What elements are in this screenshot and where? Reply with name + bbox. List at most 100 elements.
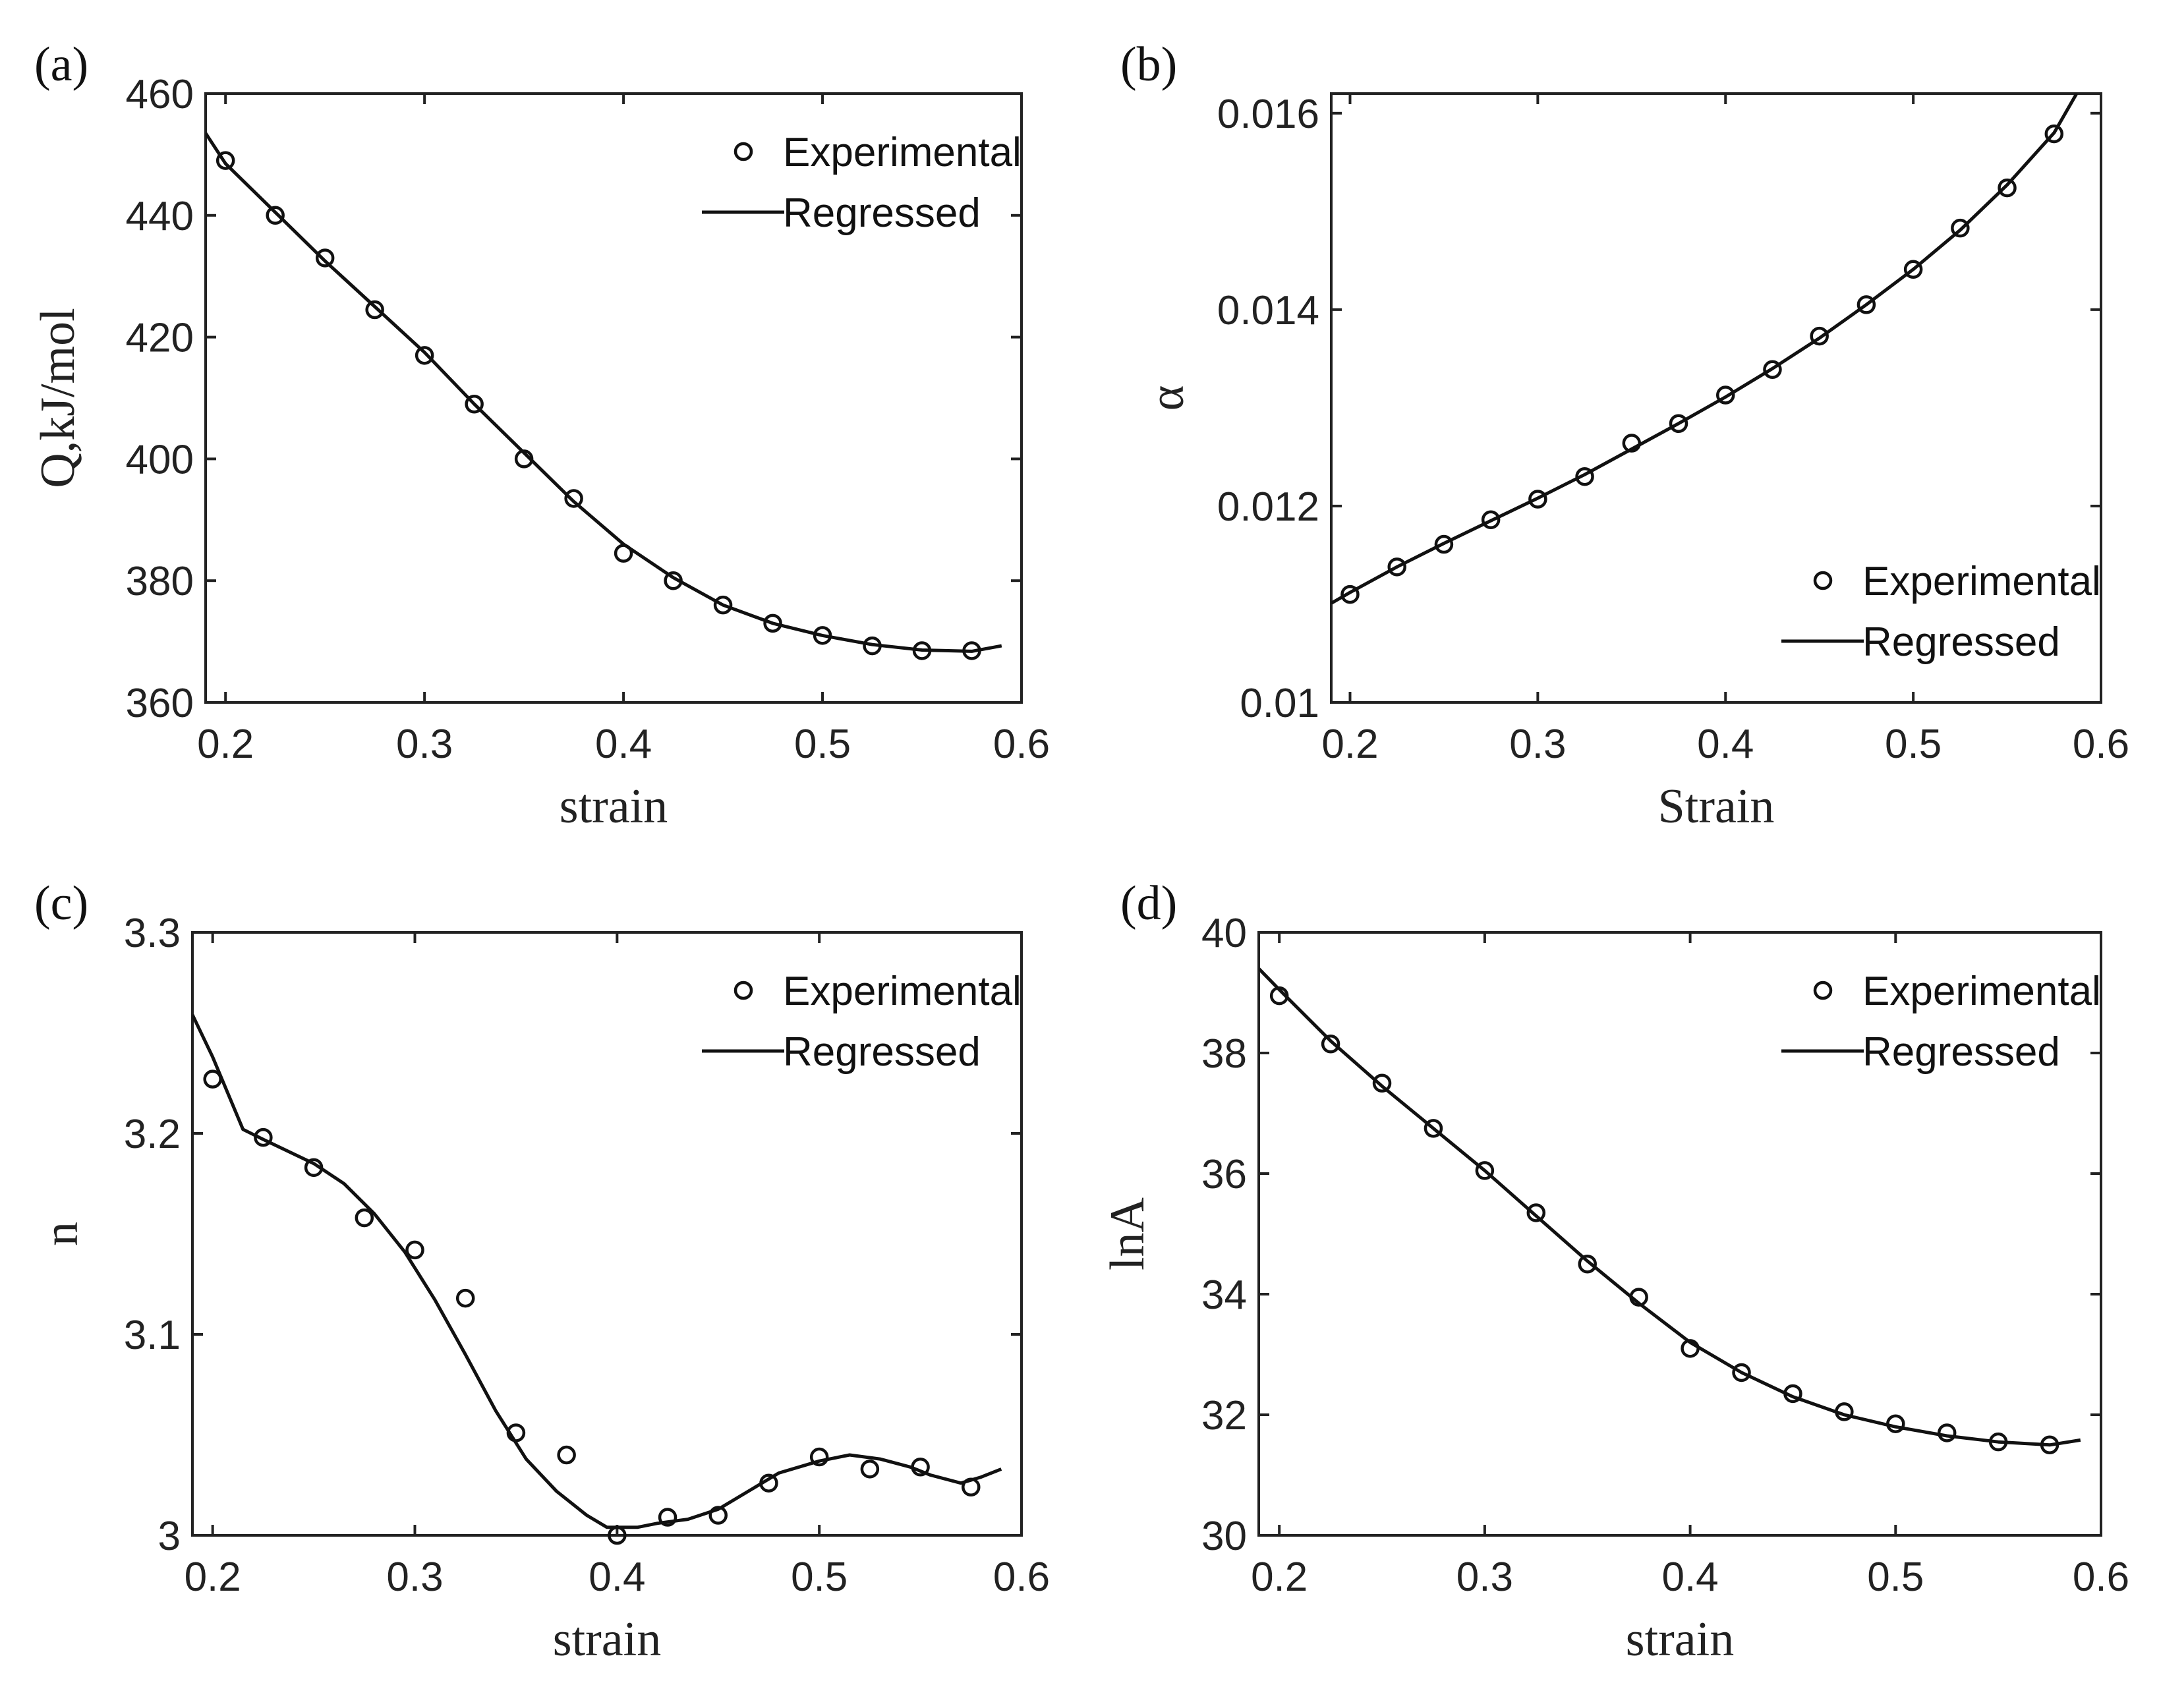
experimental-point: [216, 151, 235, 170]
legend-label-regressed: Regressed: [1862, 619, 2060, 665]
y-tick-label: 0.016: [1217, 92, 1319, 137]
regressed-line: [1331, 94, 2079, 605]
y-tick-label: 440: [126, 194, 194, 239]
experimental-point: [608, 1525, 627, 1545]
experimental-point: [564, 489, 583, 508]
experimental-point: [1424, 1119, 1443, 1138]
experimental-point: [254, 1127, 273, 1147]
panel-label: (d): [1120, 876, 1177, 930]
y-tick-label: 360: [126, 681, 194, 726]
experimental-point: [1835, 1402, 1854, 1421]
x-tick-label: 0.5: [1885, 722, 1942, 767]
experimental-point: [315, 248, 335, 268]
experimental-point: [1988, 1432, 2008, 1452]
experimental-point: [912, 641, 932, 660]
y-tick-label: 3.3: [124, 911, 181, 956]
experimental-point: [1886, 1414, 1905, 1433]
panel-d: 0.2 0.3 0.4 0.5 0.6 30 32 34 36 38 40 strain lnA (d) E…: [1101, 876, 2129, 1666]
legend: Experimental Regressed: [1781, 559, 2101, 665]
legend-label-regressed: Regressed: [1862, 1029, 2060, 1075]
x-tick-label: 0.4: [595, 722, 652, 767]
experimental-point: [415, 346, 434, 365]
experimental-point: [1763, 360, 1782, 380]
legend-marker-experimental: [1813, 571, 1833, 590]
legend-label-regressed: Regressed: [783, 190, 981, 236]
x-tick-label: 0.6: [993, 1554, 1050, 1600]
regressed-line: [192, 1013, 1002, 1529]
experimental-point: [759, 1473, 778, 1493]
y-axis-label: lnA: [1101, 1197, 1155, 1270]
x-tick-label: 0.3: [396, 722, 453, 767]
experimental-point: [455, 1288, 475, 1308]
x-tick-label: 0.2: [197, 722, 254, 767]
x-tick-label: 0.5: [1867, 1554, 1924, 1600]
experimental-point: [2044, 124, 2064, 144]
x-axis-label: strain: [1626, 1612, 1734, 1666]
experimental-point: [911, 1458, 930, 1477]
experimental-point: [1387, 557, 1406, 577]
experimental-point: [863, 636, 882, 656]
experimental-point: [1903, 260, 1923, 279]
experimental-point: [1951, 218, 1970, 238]
x-tick-label: 0.3: [1456, 1554, 1513, 1600]
panel-c: 0.2 0.3 0.4 0.5 0.6 3 3.1 3.2 3.3 strain n (c) Exper…: [34, 876, 1050, 1666]
panel-label: (a): [34, 38, 88, 92]
x-tick-label: 0.5: [794, 722, 851, 767]
y-tick-label: 0.014: [1217, 288, 1319, 333]
experimental-point: [1681, 1339, 1700, 1358]
legend-marker-experimental: [734, 981, 753, 1000]
legend-label-experimental: Experimental: [783, 969, 1022, 1014]
legend-label-experimental: Experimental: [1862, 559, 2101, 604]
experimental-point: [365, 300, 384, 320]
legend-marker-experimental: [734, 142, 753, 161]
experimental-point: [1575, 467, 1594, 486]
legend-label-experimental: Experimental: [1862, 969, 2101, 1014]
panel-a: 0.2 0.3 0.4 0.5 0.6 360 380 400 420 440 460 strain Q…: [31, 38, 1050, 834]
axes-box: [191, 931, 1023, 1537]
experimental-point: [1937, 1423, 1957, 1442]
experimental-point: [1321, 1035, 1340, 1054]
experimental-point: [713, 595, 733, 615]
legend: Experimental Regressed: [702, 130, 1022, 236]
y-tick-label: 380: [126, 559, 194, 604]
x-tick-label: 0.2: [185, 1554, 241, 1600]
experimental-point: [1340, 584, 1360, 604]
experimental-point: [1578, 1255, 1597, 1274]
legend-label-experimental: Experimental: [783, 130, 1022, 175]
experimental-point: [266, 206, 285, 225]
x-tick-label: 0.6: [993, 722, 1050, 767]
experimental-point: [1669, 414, 1688, 433]
axes-box: [1257, 931, 2102, 1537]
y-tick-label: 36: [1201, 1152, 1247, 1197]
x-tick-label: 0.6: [2073, 722, 2129, 767]
experimental-point: [1526, 1203, 1546, 1222]
experimental-point: [763, 613, 782, 633]
experimental-point: [962, 641, 981, 660]
x-tick-label: 0.2: [1321, 722, 1378, 767]
y-tick-label: 30: [1201, 1514, 1247, 1559]
experimental-point: [1481, 510, 1501, 530]
experimental-point: [664, 571, 683, 590]
experimental-point: [1475, 1161, 1495, 1180]
experimental-point: [557, 1445, 576, 1465]
experimental-point: [1434, 534, 1454, 554]
x-tick-label: 0.5: [791, 1554, 848, 1600]
experimental-point: [1857, 295, 1876, 314]
legend-label-regressed: Regressed: [783, 1029, 981, 1075]
experimental-point: [860, 1460, 880, 1479]
legend: Experimental Regressed: [1781, 969, 2101, 1075]
experimental-point: [614, 544, 633, 563]
x-axis-label: Strain: [1658, 780, 1775, 834]
experimental-point: [1715, 385, 1735, 405]
y-tick-label: 0.012: [1217, 484, 1319, 530]
experimental-point: [2040, 1435, 2059, 1454]
experimental-point: [514, 449, 534, 469]
y-axis-label: Q,kJ/mol: [31, 308, 85, 488]
experimental-point: [1810, 326, 1829, 346]
experimental-point: [355, 1208, 374, 1228]
panel-label: (b): [1120, 38, 1177, 92]
experimental-point: [1629, 1288, 1648, 1307]
experimental-point: [1528, 490, 1547, 509]
y-tick-label: 3: [158, 1514, 181, 1559]
